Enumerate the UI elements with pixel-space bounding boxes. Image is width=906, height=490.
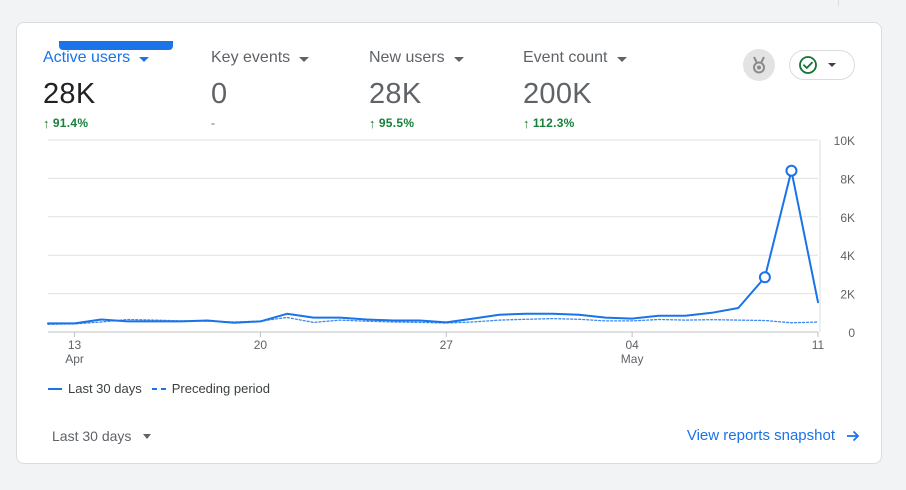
divider [838, 0, 839, 6]
series-line-last-30-days [47, 169, 819, 325]
legend-label: Last 30 days [68, 381, 142, 396]
link-label: View reports snapshot [686, 427, 835, 444]
metric-change-value: - [211, 116, 216, 130]
metric-value: 200K [523, 78, 592, 110]
metric-value: 28K [369, 78, 422, 110]
metric-change-value: 91.4% [52, 116, 89, 130]
y-tick-label: 2K [840, 288, 855, 302]
metric-label: New users [369, 49, 445, 66]
arrow-up-icon: ↑ [523, 115, 530, 131]
metric-value: 0 [211, 78, 228, 110]
metric-change: ↑ 95.5% [369, 115, 464, 131]
metric-tab-active-users[interactable]: Active users 28K ↑ 91.4% [43, 48, 150, 131]
summary-card [16, 22, 882, 464]
data-point-marker [758, 271, 771, 284]
arrow-right-icon [845, 428, 861, 444]
metric-label: Active users [43, 49, 131, 66]
medal-icon [753, 56, 765, 74]
legend-label: Preceding period [171, 381, 271, 396]
x-tick-sublabel: Apr [65, 352, 84, 366]
chevron-down-icon[interactable] [139, 56, 150, 62]
data-point-marker [785, 164, 798, 177]
arrow-up-icon: ↑ [43, 115, 50, 131]
metric-value: 28K [43, 78, 96, 110]
check-circle-icon [799, 56, 817, 74]
chevron-down-icon[interactable] [453, 56, 464, 62]
x-tick-label: 04 [625, 338, 639, 352]
legend-item: Preceding period [151, 381, 271, 396]
x-tick-label: 27 [440, 338, 454, 352]
chevron-down-icon [828, 63, 836, 67]
metric-label: Event count [523, 49, 608, 66]
legend-item: Last 30 days [48, 381, 142, 396]
metric-change: - [211, 115, 309, 131]
y-tick-label: 4K [840, 249, 855, 263]
legend-swatch-solid [48, 387, 62, 390]
y-tick-label: 10K [834, 134, 855, 148]
y-tick-label: 0 [848, 326, 855, 340]
x-tick-label: 20 [254, 338, 268, 352]
metric-tab-event-count[interactable]: Event count 200K ↑ 112.3% [523, 48, 627, 131]
metric-label: Key events [211, 49, 291, 66]
metric-change-value: 112.3% [532, 116, 575, 130]
chevron-down-icon [143, 434, 152, 439]
view-reports-snapshot-link[interactable]: View reports snapshot [687, 427, 861, 444]
metric-change: ↑ 112.3% [523, 115, 627, 131]
metric-tab-key-events[interactable]: Key events 0 - [211, 48, 310, 131]
metric-change-value: 95.5% [378, 116, 415, 130]
metric-tab-new-users[interactable]: New users 28K ↑ 95.5% [369, 48, 464, 131]
date-range-label: Last 30 days [52, 428, 132, 444]
chevron-down-icon[interactable] [299, 56, 310, 62]
metric-change: ↑ 91.4% [43, 115, 149, 131]
x-tick-label: 13 [68, 338, 82, 352]
chart-legend: Last 30 days Preceding period [48, 381, 280, 396]
date-range-dropdown[interactable]: Last 30 days [52, 428, 152, 444]
arrow-up-icon: ↑ [369, 115, 376, 131]
x-tick-label: 11 [812, 338, 825, 352]
active-tab-indicator [59, 41, 173, 50]
legend-swatch-dashed [151, 387, 166, 390]
chevron-down-icon[interactable] [616, 56, 627, 62]
x-tick-sublabel: May [621, 352, 644, 366]
status-dropdown-button[interactable] [789, 50, 855, 80]
insights-button[interactable] [743, 49, 775, 81]
y-tick-label: 8K [840, 172, 855, 186]
y-tick-label: 6K [840, 211, 855, 225]
